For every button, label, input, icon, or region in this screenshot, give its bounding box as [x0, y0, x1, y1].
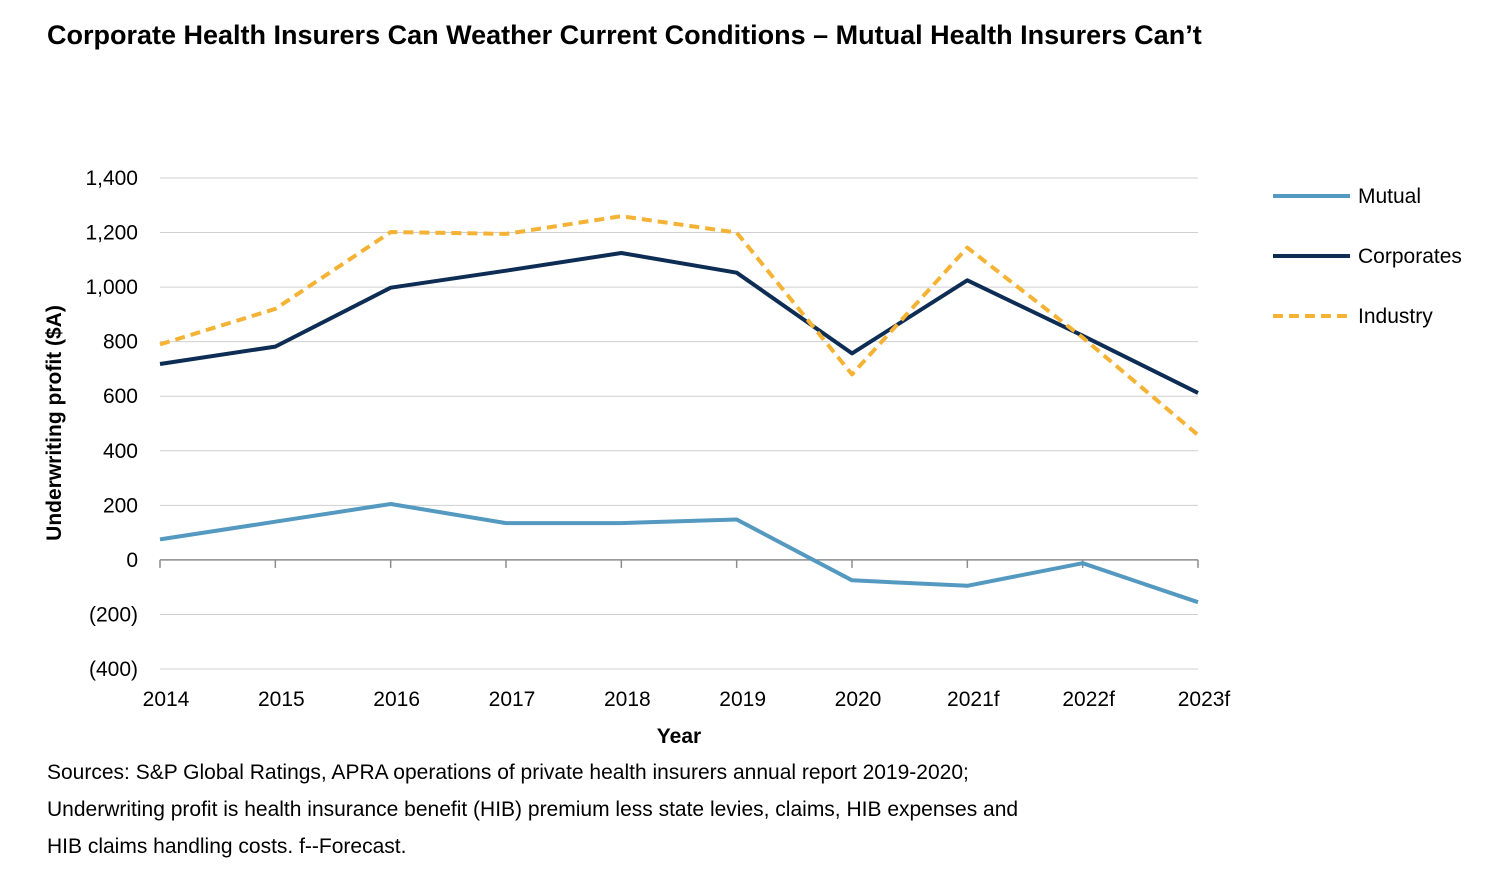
- y-axis-tick-labels: 1,400 1,200 1,000 800 600 400 200 0 (200) (400): [85, 167, 138, 681]
- x-tick-label: 2017: [489, 688, 536, 711]
- x-tick-label: 2015: [258, 688, 305, 711]
- y-tick-label: 800: [103, 331, 138, 354]
- y-tick-label: 0: [126, 549, 138, 572]
- x-axis: [159, 559, 1199, 568]
- x-tick-label: 2023f: [1178, 688, 1231, 711]
- sources-line-2: Underwriting profit is health insurance …: [47, 798, 1019, 821]
- y-tick-label: 200: [103, 494, 138, 517]
- y-tick-label: 600: [103, 385, 138, 408]
- y-axis-title: Underwriting profit ($A): [43, 305, 66, 541]
- legend-label-mutual: Mutual: [1358, 185, 1421, 208]
- x-tick-label: 2014: [143, 688, 190, 711]
- legend-label-industry: Industry: [1358, 305, 1433, 328]
- y-tick-label: 1,000: [85, 276, 138, 299]
- sources-note: Sources: S&P Global Ratings, APRA operat…: [47, 754, 1247, 865]
- y-tick-label: (400): [89, 658, 138, 681]
- x-tick-label: 2022f: [1062, 688, 1115, 711]
- series-line-industry: [159, 214, 1200, 437]
- x-tick-label: 2016: [373, 688, 420, 711]
- y-tick-label: (200): [89, 603, 138, 626]
- sources-line-1: Sources: S&P Global Ratings, APRA operat…: [47, 761, 969, 784]
- legend-label-corporates: Corporates: [1358, 245, 1462, 268]
- series-line-corporates: [159, 251, 1199, 395]
- legend: Mutual Corporates Industry: [1273, 185, 1462, 328]
- x-axis-tick-labels: 2014 2015 2016 2017 2018 2019 2020 2021f 2022f 20…: [143, 688, 1231, 711]
- x-tick-label: 2018: [604, 688, 651, 711]
- y-tick-label: 1,200: [85, 222, 138, 245]
- x-tick-label: 2021f: [947, 688, 1000, 711]
- sources-line-3: HIB claims handling costs. f--Forecast.: [47, 835, 407, 858]
- gridlines: [160, 177, 1198, 670]
- x-tick-label: 2019: [719, 688, 766, 711]
- y-tick-label: 400: [103, 440, 138, 463]
- x-axis-title: Year: [657, 725, 701, 748]
- x-tick-label: 2020: [835, 688, 882, 711]
- y-tick-label: 1,400: [85, 167, 138, 190]
- chart-title: Corporate Health Insurers Can Weather Cu…: [47, 20, 1202, 50]
- series-line-mutual: [159, 502, 1199, 605]
- series-lines: [159, 214, 1200, 605]
